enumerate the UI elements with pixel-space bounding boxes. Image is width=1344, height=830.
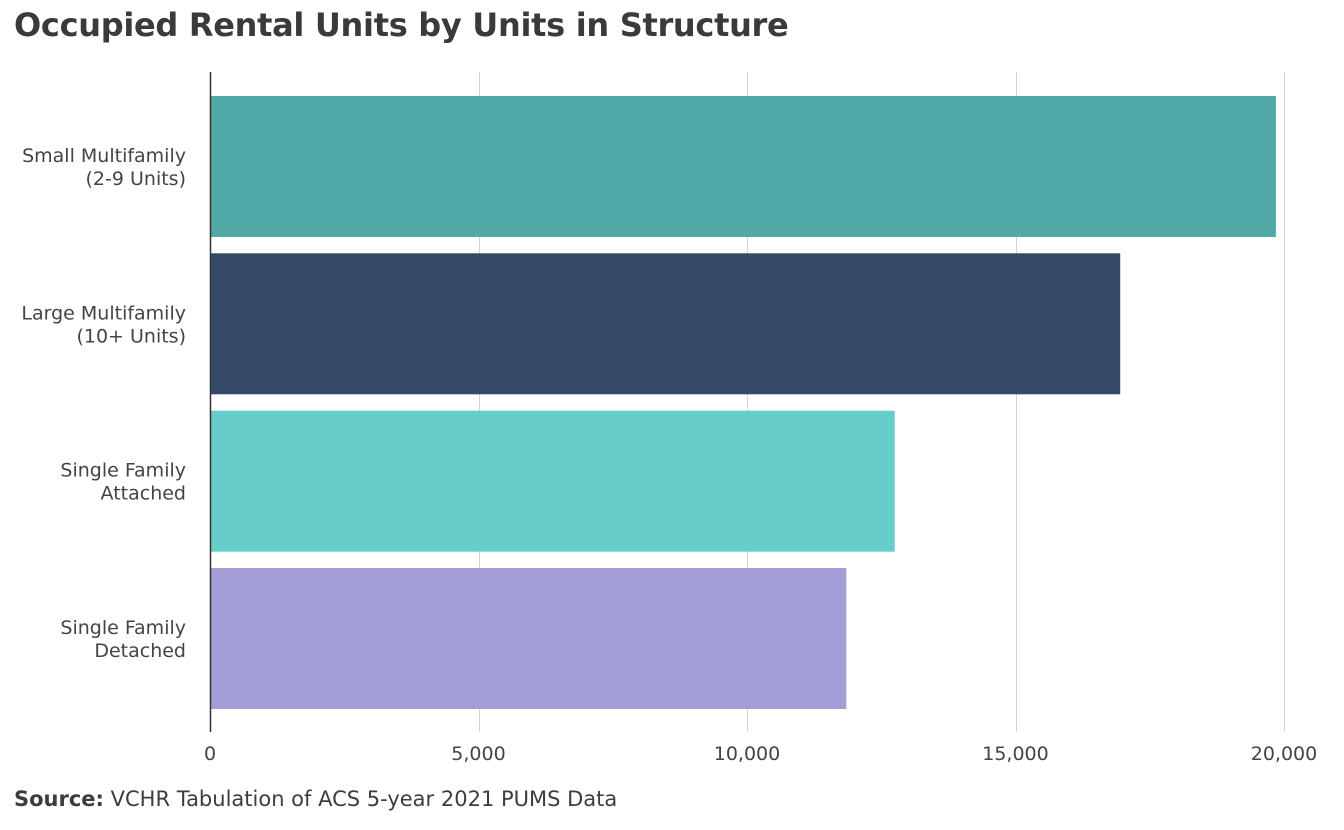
bars: [210, 96, 1276, 709]
x-tick-label-1: 5,000: [451, 743, 505, 765]
x-tick-label-4: 20,000: [1251, 743, 1317, 765]
x-tick-labels: 0 5,000 10,000 15,000 20,000: [204, 743, 1317, 765]
category-label-3-line-0: Single Family: [60, 617, 186, 639]
category-labels: Small Multifamily (2-9 Units) Large Multif…: [21, 145, 186, 662]
bar-3: [210, 568, 847, 709]
source-text: VCHR Tabulation of ACS 5-year 2021 PUMS …: [103, 787, 618, 811]
chart-title: Occupied Rental Units by Units in Struct…: [14, 6, 789, 44]
category-label-1-line-1: (10+ Units): [76, 325, 186, 347]
x-tick-label-2: 10,000: [714, 743, 780, 765]
bar-0: [210, 96, 1276, 237]
bar-2: [210, 410, 895, 552]
category-label-1: Large Multifamily (10+ Units): [21, 302, 186, 347]
x-tick-label-0: 0: [204, 743, 216, 765]
category-label-2-line-1: Attached: [101, 483, 186, 505]
category-label-3-line-1: Detached: [94, 640, 186, 662]
category-label-2-line-0: Single Family: [60, 460, 186, 482]
source-note: Source: VCHR Tabulation of ACS 5-year 20…: [14, 787, 617, 811]
x-tick-label-3: 15,000: [982, 743, 1048, 765]
category-label-0-line-1: (2-9 Units): [86, 168, 186, 190]
source-label: Source:: [14, 787, 104, 811]
category-label-2: Single Family Attached: [60, 460, 186, 505]
category-label-0: Small Multifamily (2-9 Units): [22, 145, 186, 190]
bar-1: [210, 253, 1121, 395]
category-label-3: Single Family Detached: [60, 617, 186, 662]
category-label-0-line-0: Small Multifamily: [22, 145, 186, 167]
category-label-1-line-0: Large Multifamily: [21, 302, 186, 324]
